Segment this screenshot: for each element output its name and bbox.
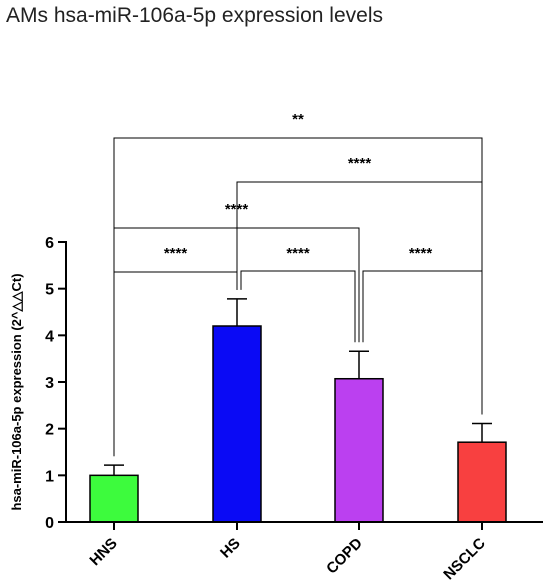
y-tick-label: 2 <box>45 422 54 439</box>
bars <box>89 298 507 523</box>
y-tick-label: 5 <box>45 282 54 299</box>
significance-label: **** <box>286 245 310 262</box>
significance-label: **** <box>164 245 188 262</box>
y-tick-label: 1 <box>45 468 54 485</box>
significance-label: **** <box>409 245 433 262</box>
significance-bracket <box>113 137 483 457</box>
x-tick-label: HNS <box>86 535 120 569</box>
x-tick-label: COPD <box>323 535 366 578</box>
y-tick-label: 0 <box>45 515 54 532</box>
significance-bracket <box>240 270 356 343</box>
significance-label: ** <box>292 111 304 128</box>
bar-hs <box>212 325 262 523</box>
bar-hns <box>89 474 139 523</box>
y-axis-label: hsa-miR-106a-5p expression (2^△△Ct) <box>9 273 24 510</box>
axes: 0 1 2 3 4 5 6 HNS HS COPD NSCLC <box>45 235 543 583</box>
chart-title: AMs hsa-miR-106a-5p expression levels <box>6 4 383 27</box>
y-tick-label: 3 <box>45 375 54 392</box>
bar-nsclc <box>457 441 507 523</box>
x-tick-label: NSCLC <box>440 535 489 584</box>
bar-copd <box>334 377 384 523</box>
y-tick-label: 6 <box>45 235 54 252</box>
x-tick-label: HS <box>217 535 244 562</box>
significance-label: **** <box>348 155 372 172</box>
significance-brackets: **** **** ************** <box>113 111 483 457</box>
y-tick-label: 4 <box>45 328 54 345</box>
